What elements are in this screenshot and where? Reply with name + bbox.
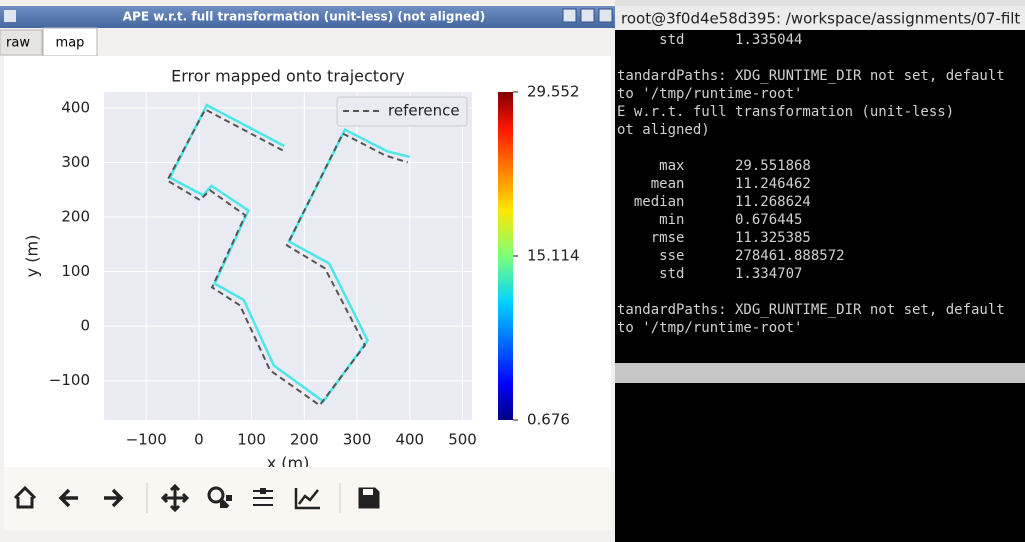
colorbar: [498, 92, 513, 420]
back-button[interactable]: [58, 488, 78, 508]
y-tick-label: 200: [61, 207, 90, 225]
terminal-title: root@3f0d4e58d395: /workspace/assignment…: [621, 10, 1020, 28]
x-tick-label: 200: [290, 431, 319, 449]
tab[interactable]: [0, 29, 43, 56]
plot-window: APE w.r.t. full transformation (unit-les…: [0, 0, 615, 542]
terminal-line: E w.r.t. full transformation (unit-less): [617, 104, 954, 120]
chart-title: Error mapped onto trajectory: [171, 67, 405, 86]
close-button[interactable]: [598, 8, 613, 23]
terminal-line: sse 278461.888572: [617, 248, 845, 264]
terminal-line: tandardPaths: XDG_RUNTIME_DIR not set, d…: [617, 302, 1005, 318]
axes-background: [104, 92, 472, 420]
x-tick-label: 500: [448, 431, 477, 449]
terminal-line: median 11.268624: [617, 194, 811, 210]
tab-label[interactable]: map: [56, 36, 85, 51]
reference-line: [165, 108, 408, 407]
tab-label[interactable]: raw: [6, 36, 30, 51]
terminal-divider: [615, 363, 1025, 383]
x-tick-label: 100: [237, 431, 266, 449]
zoom-button[interactable]: [207, 486, 225, 504]
terminal-line: std 1.335044: [617, 32, 802, 48]
y-tick-label: −100: [49, 371, 90, 389]
x-tick-label: 300: [343, 431, 372, 449]
terminal-line: tandardPaths: XDG_RUNTIME_DIR not set, d…: [617, 68, 1005, 84]
terminal-line: rmse 11.325385: [617, 230, 811, 246]
y-axis-label: y (m): [23, 235, 42, 278]
terminal-body: [615, 30, 1025, 363]
y-tick-label: 400: [61, 98, 90, 116]
terminal-line: max 29.551868: [617, 158, 811, 174]
x-tick-label: 400: [395, 431, 424, 449]
colorbar-tick-label: 15.114: [527, 247, 580, 265]
x-tick-label: −100: [126, 431, 167, 449]
terminal-titlebar: [615, 6, 1025, 30]
terminal-line: to '/tmp/runtime-root': [617, 86, 802, 102]
y-tick-label: 300: [61, 153, 90, 171]
window-titlebar: [0, 6, 615, 28]
terminal-line: ot aligned): [617, 122, 710, 138]
plot: −100 0 100 200 300 400 500 −100 0 100 200 300 400 ref…: [49, 83, 580, 449]
slider-knobs: [220, 488, 266, 508]
forward-button[interactable]: [104, 488, 124, 508]
y-tick-label: 100: [61, 262, 90, 280]
minimize-button[interactable]: [562, 8, 577, 23]
terminal-line: std 1.334707: [617, 266, 802, 282]
save-label: [363, 489, 373, 495]
colorbar-tick-label: 29.552: [527, 83, 580, 101]
window-icon: [4, 10, 16, 22]
maximize-button[interactable]: [580, 8, 595, 23]
y-tick-label: 0: [80, 317, 90, 335]
terminal-text: std 1.335044 tandardPaths: XDG_RUNTIME_DI…: [617, 32, 1005, 336]
toolbar-icons: [13, 483, 380, 513]
edit-button[interactable]: [294, 488, 320, 510]
window-title: APE w.r.t. full transformation (unit-les…: [123, 10, 485, 24]
home-button[interactable]: [13, 485, 37, 509]
legend-label: reference: [388, 102, 460, 120]
x-tick-label: 0: [194, 431, 204, 449]
legend-box: [336, 96, 468, 127]
terminal-line: mean 11.246462: [617, 176, 811, 192]
pan-button[interactable]: [160, 483, 190, 513]
colorbar-tick-label: 0.676: [527, 411, 570, 429]
terminal-line: min 0.676445: [617, 212, 802, 228]
terminal-line: to '/tmp/runtime-root': [617, 320, 802, 336]
toolbar-separator: [146, 483, 341, 513]
